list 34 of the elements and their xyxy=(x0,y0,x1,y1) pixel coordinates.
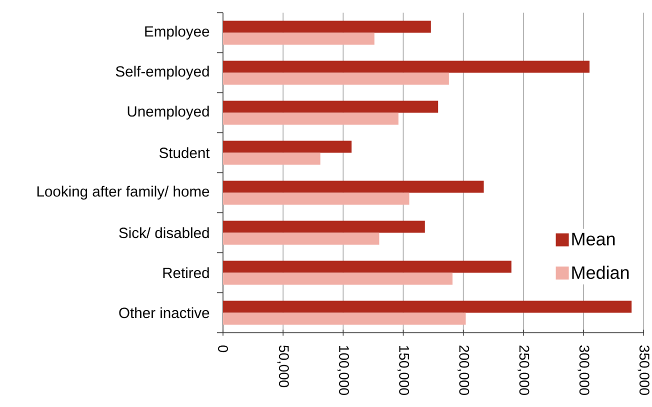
bar xyxy=(223,220,425,233)
bar xyxy=(223,112,398,125)
bar xyxy=(223,300,632,313)
bar xyxy=(223,260,512,273)
y-tick-label: Unemployed xyxy=(128,106,209,120)
bar xyxy=(223,152,320,165)
bar xyxy=(223,140,352,153)
bar xyxy=(223,100,438,113)
x-tick-label: 50,000 xyxy=(277,345,289,388)
y-tick-label: Self-employed xyxy=(116,66,209,80)
bar xyxy=(223,272,453,285)
bar xyxy=(223,20,431,33)
x-tick-label: 100,000 xyxy=(337,346,349,395)
y-tick-label: Employee xyxy=(145,26,210,40)
x-tick-label: 0 xyxy=(218,345,228,352)
legend-label: Mean xyxy=(572,232,615,246)
bar xyxy=(223,232,380,245)
y-tick-label: Student xyxy=(159,147,210,158)
legend-label: Median xyxy=(572,266,629,280)
bar xyxy=(223,72,449,85)
x-tick-label: 200,000 xyxy=(458,346,470,395)
y-tick-label: Sick/ disabled xyxy=(119,227,209,238)
y-tick-label: Retired xyxy=(163,267,209,278)
x-tick-label: 250,000 xyxy=(518,346,530,395)
bar xyxy=(223,180,484,193)
bar xyxy=(223,192,410,205)
y-tick-label: Looking after family/ home xyxy=(37,186,210,200)
x-tick-label: 150,000 xyxy=(397,346,410,395)
x-tick-label: 350,000 xyxy=(638,345,650,395)
bar xyxy=(223,32,374,45)
bar xyxy=(223,60,590,73)
bar xyxy=(223,312,466,325)
x-tick-label: 300,000 xyxy=(578,345,590,395)
y-tick-label: Other inactive xyxy=(119,307,210,318)
